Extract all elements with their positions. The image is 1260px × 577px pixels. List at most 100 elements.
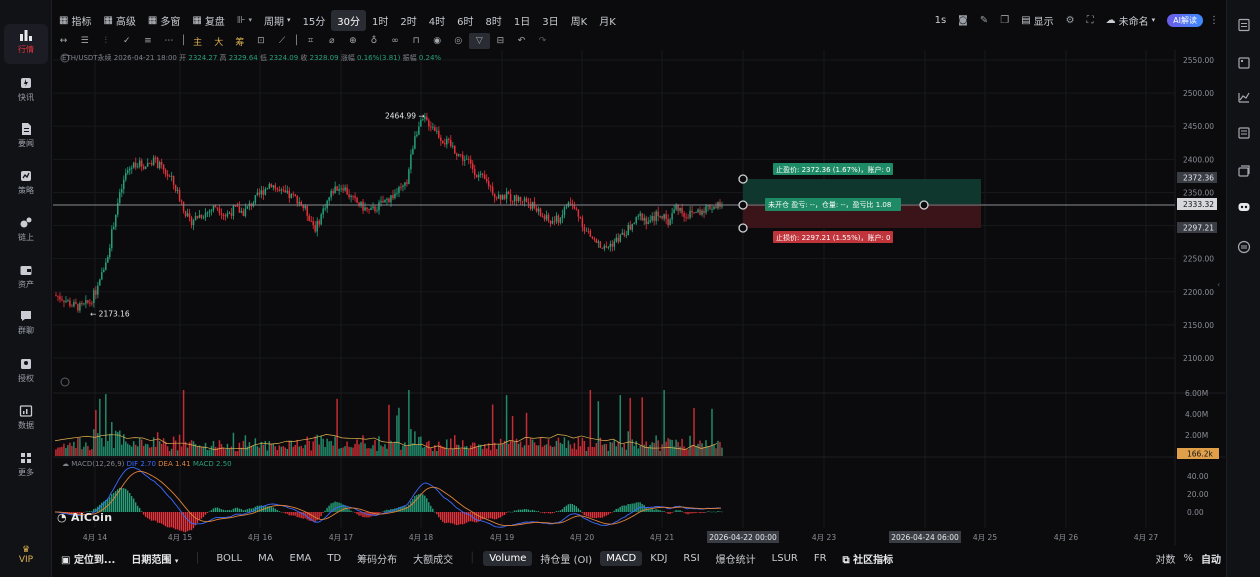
- more-vertical-icon[interactable]: ⋮: [1209, 14, 1219, 26]
- sidebar-item-authorize[interactable]: 授权: [4, 353, 48, 393]
- interval-3d[interactable]: 3日: [542, 16, 559, 28]
- pencil-icon[interactable]: ✎: [979, 14, 989, 26]
- large-chip[interactable]: 大: [214, 37, 224, 48]
- settings-icon[interactable]: ⚙: [1065, 14, 1075, 26]
- candle-body: [360, 201, 362, 206]
- alert-icon[interactable]: ◎: [454, 36, 463, 46]
- take-profit-handle[interactable]: [738, 174, 748, 184]
- interval-1mo[interactable]: 月K: [599, 16, 616, 28]
- auto-scale-toggle[interactable]: 自动: [1201, 554, 1221, 566]
- channel-icon[interactable]: ⫶: [104, 36, 107, 46]
- percent-scale-toggle[interactable]: %: [1183, 552, 1193, 564]
- camera-icon[interactable]: ◙: [958, 14, 968, 26]
- candle-body: [643, 217, 645, 221]
- template-icon[interactable]: ⊡: [257, 36, 265, 46]
- exchange-icon[interactable]: [1237, 240, 1251, 254]
- display-button[interactable]: ▤ 显示: [1015, 13, 1059, 28]
- copy-icon[interactable]: ❐: [1000, 14, 1010, 26]
- interval-4h[interactable]: 4时: [428, 16, 446, 28]
- crop-icon[interactable]: ⌗: [308, 36, 314, 46]
- more-tools-icon[interactable]: ⋯: [164, 36, 174, 46]
- link-icon[interactable]: ∞: [391, 36, 399, 46]
- log-scale-toggle[interactable]: 对数: [1155, 554, 1176, 566]
- line-tool-icon[interactable]: ↔: [59, 36, 68, 46]
- indicator-rsi[interactable]: RSI: [683, 552, 700, 564]
- expand-right-icon[interactable]: ‹: [1217, 280, 1220, 289]
- indicator-lsur[interactable]: LSUR: [771, 552, 798, 564]
- fullscreen-icon[interactable]: ⛶: [1086, 14, 1094, 26]
- trades-icon[interactable]: [1237, 56, 1251, 70]
- layers-icon[interactable]: [1237, 164, 1251, 178]
- indicator-macd[interactable]: MACD: [600, 550, 643, 566]
- layout-dropdown[interactable]: ☁ 未命名 ▾: [1100, 13, 1162, 28]
- ai-interpret-button[interactable]: AI解读: [1167, 13, 1203, 27]
- interval-8h[interactable]: 8时: [485, 16, 502, 28]
- indicator-chip-distribution[interactable]: 筹码分布: [357, 554, 398, 566]
- sidebar-item-chat[interactable]: 群聊: [4, 305, 48, 345]
- indicator-ma[interactable]: MA: [258, 552, 274, 564]
- advanced-button[interactable]: ▦ 高级: [97, 13, 141, 28]
- indicator-boll[interactable]: BOLL: [216, 552, 243, 564]
- sidebar-item-assets[interactable]: 资产: [4, 259, 48, 299]
- multi-window-label: 多窗: [160, 16, 181, 28]
- community-indicators-button[interactable]: ⧉ 社区指标: [835, 551, 902, 566]
- redo-icon[interactable]: ↷: [538, 36, 547, 46]
- brush-icon[interactable]: ✓: [123, 36, 131, 46]
- lock-icon[interactable]: ⊓: [412, 36, 420, 46]
- chips-chip[interactable]: 筹: [235, 37, 245, 48]
- stop-loss-handle[interactable]: [738, 223, 748, 233]
- indicator-large-trades[interactable]: 大额成交: [413, 554, 454, 566]
- period-dropdown[interactable]: 周期 ▾: [258, 13, 297, 28]
- sidebar-item-flash[interactable]: 快讯: [4, 72, 48, 112]
- interval-2h[interactable]: 2时: [400, 16, 417, 28]
- fib-icon[interactable]: ≡: [144, 36, 152, 46]
- interval-1h[interactable]: 1时: [372, 16, 389, 28]
- indicator-td[interactable]: TD: [327, 552, 342, 564]
- undo-icon[interactable]: ↶: [517, 36, 526, 46]
- candle-body: [298, 201, 300, 204]
- unit-label[interactable]: 1s: [934, 14, 947, 26]
- locate-button[interactable]: ▣ 定位到...: [53, 551, 123, 566]
- sidebar-item-news[interactable]: 要闻: [4, 118, 48, 158]
- vip-badge[interactable]: ♛ VIP: [10, 545, 42, 565]
- trash-icon[interactable]: ⊟: [496, 36, 505, 46]
- interval-1d[interactable]: 1日: [513, 16, 531, 28]
- indicator-volume[interactable]: Volume: [483, 550, 533, 566]
- multi-window-button[interactable]: ▦ 多窗: [142, 13, 186, 28]
- filter-icon[interactable]: ▽: [468, 33, 490, 49]
- collapse-pane-icon[interactable]: [60, 53, 70, 63]
- width-handle[interactable]: [919, 200, 929, 210]
- indicator-ema[interactable]: EMA: [289, 552, 312, 564]
- indicator-open-interest[interactable]: 持仓量 (OI): [540, 554, 593, 566]
- notes-icon[interactable]: [1237, 126, 1251, 140]
- entry-handle[interactable]: [738, 200, 748, 210]
- interval-15m[interactable]: 15分: [302, 16, 326, 28]
- sidebar-item-chain[interactable]: 链上: [4, 212, 48, 252]
- indicator-button[interactable]: ▦ 指标: [53, 13, 97, 28]
- replay-button[interactable]: ▦ 复盘: [186, 13, 230, 28]
- date-range-dropdown[interactable]: 日期范围 ▾: [123, 551, 186, 566]
- chart-type-button[interactable]: ⊪ ▾: [231, 15, 258, 26]
- collapse-pane-icon[interactable]: [60, 377, 70, 387]
- sidebar-item-market[interactable]: 行情: [4, 24, 48, 64]
- interval-1w[interactable]: 周K: [570, 16, 588, 28]
- depth-chart-icon[interactable]: [1237, 90, 1251, 104]
- magnet-icon[interactable]: ♁: [370, 36, 378, 46]
- indicator-liquidation[interactable]: 爆仓统计: [715, 554, 756, 566]
- price-chart[interactable]: 止盈价: 2372.36 (1.67%)，账户: 0 未开仓 盈亏: --，仓量…: [53, 50, 1225, 546]
- horizontal-lines-icon[interactable]: ☰: [80, 36, 89, 46]
- robot-icon[interactable]: [1237, 200, 1251, 214]
- zoom-icon[interactable]: ⊕: [349, 36, 357, 46]
- eye-icon[interactable]: ◉: [433, 36, 442, 46]
- sidebar-item-strategy[interactable]: 策略: [4, 165, 48, 205]
- main-chip[interactable]: 主: [193, 37, 203, 48]
- eraser-icon[interactable]: ⟋: [278, 36, 286, 46]
- sidebar-item-more[interactable]: 更多: [4, 447, 48, 487]
- interval-6h[interactable]: 6时: [457, 16, 474, 28]
- ruler-icon[interactable]: ⌀: [329, 36, 335, 46]
- indicator-fr[interactable]: FR: [813, 552, 827, 564]
- interval-30m[interactable]: 30分: [331, 9, 367, 31]
- indicator-kdj[interactable]: KDJ: [650, 552, 668, 564]
- sidebar-item-data[interactable]: 数据: [4, 400, 48, 440]
- orderbook-icon[interactable]: [1237, 18, 1251, 32]
